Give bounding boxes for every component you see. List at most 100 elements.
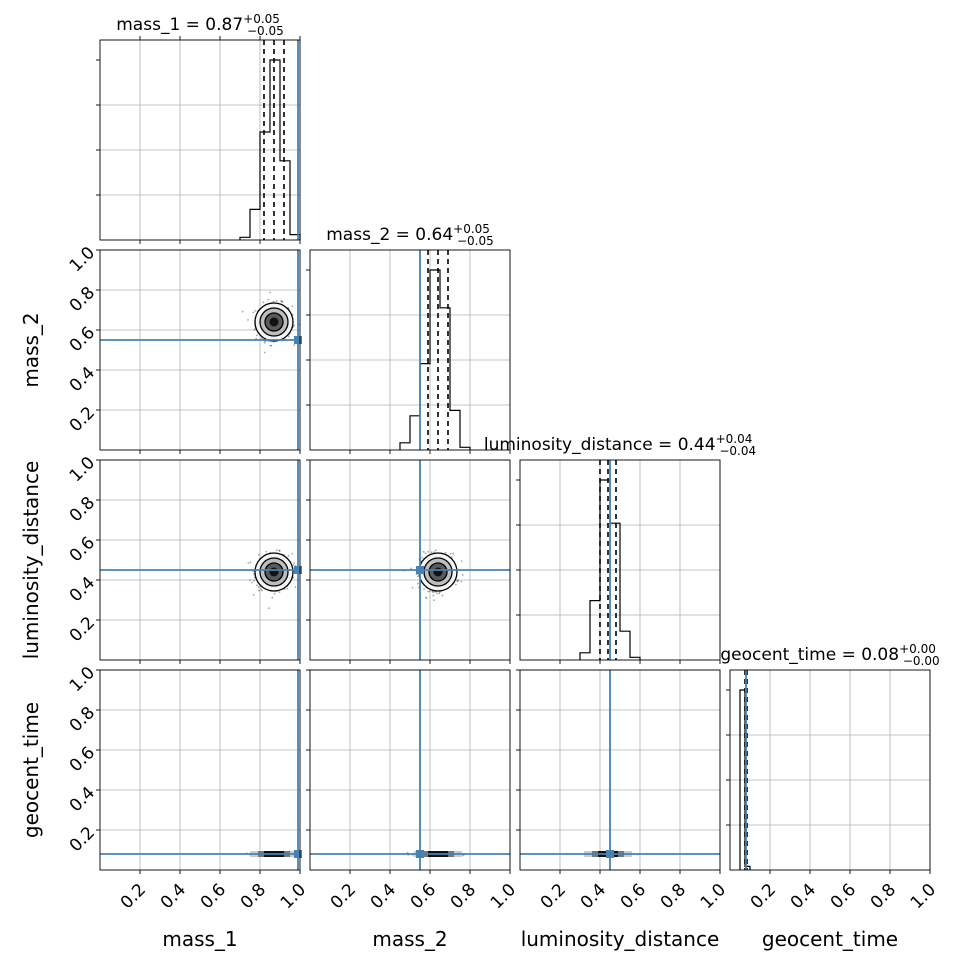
- sample-point: [252, 311, 255, 314]
- xtick-label-0-4: 1.0: [277, 880, 310, 913]
- sample-point: [278, 550, 281, 552]
- sample-point: [250, 581, 253, 584]
- sample-point: [457, 579, 460, 582]
- xtick-label-3-4: 1.0: [907, 880, 940, 913]
- sample-point: [424, 552, 427, 555]
- title-mass_2: mass_2 = 0.64+0.05 −0.05: [326, 222, 493, 248]
- sample-point: [278, 549, 281, 552]
- density-peak: [269, 567, 279, 577]
- truth-marker-luminosity_distance-mass_2: [416, 566, 424, 574]
- sample-point: [255, 584, 258, 587]
- sample-point: [254, 309, 257, 312]
- xaxis-label-mass_1: mass_1: [162, 927, 237, 951]
- panel-frame-3-3: [729, 669, 931, 871]
- sample-point: [275, 549, 278, 551]
- sample-point: [432, 599, 435, 602]
- sample-point: [273, 592, 276, 595]
- truth-marker-geocent_time-mass_2: [416, 850, 424, 858]
- panel-frame-2-1: [309, 459, 511, 661]
- sample-point: [255, 334, 258, 337]
- sample-point: [293, 562, 295, 564]
- sample-point: [267, 298, 270, 301]
- xaxis-label-mass_2: mass_2: [372, 927, 447, 951]
- sample-point: [291, 305, 294, 308]
- sample-point: [260, 337, 263, 340]
- sample-point: [255, 337, 258, 340]
- sample-point: [411, 586, 414, 589]
- sample-point: [267, 607, 270, 610]
- sample-point: [275, 300, 278, 302]
- xtick-label-0-1: 0.4: [157, 880, 190, 913]
- ytick-label-2-2: 0.6: [66, 533, 99, 566]
- ytick-label-2-4: 1.0: [66, 453, 99, 486]
- title-geocent_time: geocent_time = 0.08+0.00 −0.00: [720, 642, 939, 668]
- title-mass_1: mass_1 = 0.87+0.05 −0.05: [116, 12, 283, 38]
- ytick-label-2-1: 0.4: [66, 573, 99, 606]
- sample-point: [434, 549, 437, 552]
- sample-point: [294, 586, 297, 589]
- sample-point: [261, 589, 263, 592]
- sample-point: [416, 582, 419, 585]
- sample-point: [423, 588, 426, 591]
- sample-point: [247, 318, 249, 321]
- sample-point: [249, 579, 252, 582]
- sample-point: [269, 291, 271, 294]
- xtick-label-2-0: 0.2: [537, 880, 570, 913]
- xtick-label-2-2: 0.6: [617, 880, 650, 913]
- xaxis-label-luminosity_distance: luminosity_distance: [521, 927, 720, 951]
- density-luminosity_distance-vs-mass_2: [403, 549, 464, 602]
- xtick-label-1-1: 0.4: [367, 880, 400, 913]
- title-luminosity_distance: luminosity_distance = 0.44+0.04 −0.04: [484, 432, 756, 458]
- truth-marker-geocent_time-mass_1: [294, 850, 302, 858]
- sample-point: [257, 585, 260, 588]
- sample-point: [427, 590, 429, 593]
- sample-point: [265, 550, 268, 553]
- panel-frame-2-2: [519, 459, 721, 661]
- sample-point: [417, 575, 419, 578]
- sample-point: [293, 344, 296, 346]
- density-luminosity_distance-vs-mass_1: [246, 549, 297, 610]
- sample-point: [252, 593, 255, 596]
- sample-point: [461, 573, 464, 576]
- sample-point: [438, 592, 441, 595]
- data-layer: [239, 40, 751, 870]
- sample-point: [280, 300, 283, 303]
- sample-point: [258, 589, 260, 592]
- sample-point: [258, 553, 260, 556]
- ytick-label-2-0: 0.2: [66, 613, 99, 646]
- xtick-label-3-3: 0.8: [867, 880, 900, 913]
- sample-point: [263, 341, 266, 344]
- ytick-label-3-1: 0.4: [66, 783, 99, 816]
- xtick-label-3-2: 0.6: [827, 880, 860, 913]
- ytick-label-3-2: 0.6: [66, 743, 99, 776]
- panel-frame-1-1: [309, 249, 511, 451]
- grid-layer: [100, 40, 931, 870]
- sample-point: [241, 310, 244, 313]
- sample-point: [444, 551, 447, 554]
- sample-point: [430, 551, 433, 554]
- truth-layer: [100, 40, 747, 870]
- sample-point: [421, 556, 424, 559]
- sample-point: [281, 301, 284, 304]
- ytick-label-1-2: 0.6: [66, 323, 99, 356]
- sample-point: [455, 583, 457, 586]
- panel-frame-3-1: [309, 669, 511, 871]
- xtick-label-0-3: 0.8: [237, 880, 270, 913]
- sample-point: [456, 580, 459, 583]
- sample-point: [432, 591, 435, 593]
- sample-point: [452, 552, 454, 555]
- sample-point: [292, 564, 295, 566]
- xtick-label-3-0: 0.2: [747, 880, 780, 913]
- yaxis-label-mass_2: mass_2: [19, 312, 43, 387]
- ytick-label-1-3: 0.8: [66, 283, 99, 316]
- xaxis-label-geocent_time: geocent_time: [762, 927, 898, 951]
- xtick-label-2-1: 0.4: [577, 880, 610, 913]
- panel-frame-1-0: [99, 249, 301, 451]
- hist-1d-mass_2: [399, 269, 471, 450]
- sample-point: [253, 328, 256, 331]
- xtick-label-2-4: 1.0: [697, 880, 730, 913]
- sample-point: [263, 351, 266, 354]
- sample-point: [286, 587, 289, 590]
- sample-point: [272, 300, 275, 303]
- panel-frame-3-2: [519, 669, 721, 871]
